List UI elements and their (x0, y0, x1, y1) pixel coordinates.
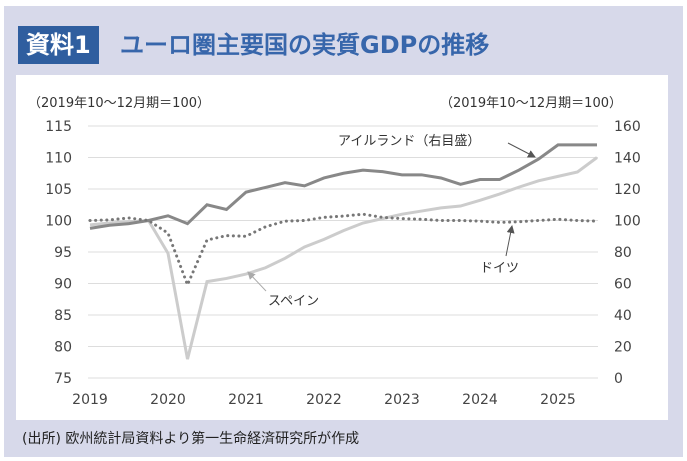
right-tick-label: 140 (614, 151, 641, 167)
left-tick-label: 90 (54, 277, 72, 293)
right-tick-label: 100 (614, 214, 641, 230)
right-tick-label: 20 (614, 340, 632, 356)
left-tick-label: 85 (54, 308, 72, 324)
left-tick-label: 115 (45, 119, 72, 135)
label-ireland: アイルランド（右目盛） (338, 134, 480, 149)
series-line-ireland (89, 143, 597, 230)
figure-badge: 資料1 (18, 26, 99, 64)
left-tick-label: 105 (45, 182, 72, 198)
series-line-germany (88, 212, 599, 289)
x-tick-label: 2025 (540, 392, 576, 408)
figure-title: ユーロ圏主要国の実質GDPの推移 (120, 31, 490, 59)
series-line-spain (89, 156, 598, 360)
label-spain: スペイン (268, 294, 319, 309)
right-axis-label: （2019年10～12月期＝100） (440, 96, 622, 111)
right-tick-label: 120 (614, 182, 641, 198)
right-tick-label: 0 (614, 371, 623, 387)
left-tick-label: 80 (54, 340, 72, 356)
left-tick-label: 110 (45, 151, 72, 167)
left-tick-label: 95 (54, 245, 72, 261)
label-germany: ドイツ (480, 261, 519, 276)
x-tick-label: 2022 (306, 392, 342, 408)
right-tick-label: 80 (614, 245, 632, 261)
right-tick-label: 60 (614, 277, 632, 293)
right-tick-label: 160 (614, 119, 641, 135)
x-tick-label: 2023 (384, 392, 420, 408)
right-tick-label: 40 (614, 308, 632, 324)
x-tick-label: 2019 (72, 392, 108, 408)
chart-card (16, 75, 668, 420)
arrow-germany (505, 225, 515, 257)
left-tick-label: 75 (54, 371, 72, 387)
x-tick-label: 2021 (228, 392, 264, 408)
left-axis-label: （2019年10～12月期＝100） (28, 96, 210, 111)
x-tick-label: 2024 (462, 392, 498, 408)
arrow-spain (247, 271, 267, 292)
left-tick-label: 100 (45, 214, 72, 230)
arrow-ireland (507, 142, 536, 158)
x-tick-label: 2020 (150, 392, 186, 408)
source-note: (出所) 欧州統計局資料より第一生命経済研究所が作成 (22, 431, 360, 447)
